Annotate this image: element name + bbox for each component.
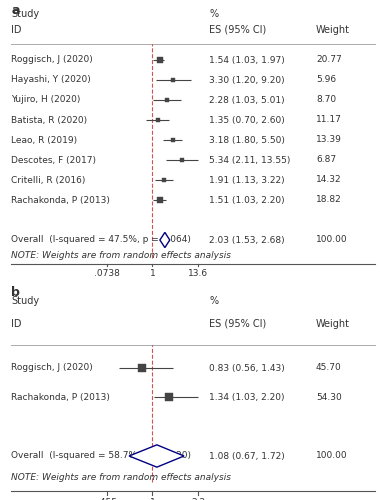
Text: 2.03 (1.53, 2.68): 2.03 (1.53, 2.68): [209, 236, 285, 244]
Text: Weight: Weight: [316, 25, 350, 35]
Text: 1.54 (1.03, 1.97): 1.54 (1.03, 1.97): [209, 56, 285, 64]
Text: Leao, R (2019): Leao, R (2019): [11, 136, 77, 144]
Polygon shape: [129, 445, 184, 467]
Text: 1.51 (1.03, 2.20): 1.51 (1.03, 2.20): [209, 196, 285, 204]
Text: 5.34 (2.11, 13.55): 5.34 (2.11, 13.55): [209, 156, 291, 164]
Text: Study: Study: [11, 9, 39, 19]
Text: 3.18 (1.80, 5.50): 3.18 (1.80, 5.50): [209, 136, 285, 144]
Text: %: %: [209, 296, 219, 306]
Text: a: a: [11, 4, 19, 17]
Text: 13.6: 13.6: [188, 269, 209, 278]
Text: 100.00: 100.00: [316, 236, 348, 244]
Text: .0738: .0738: [94, 269, 120, 278]
Text: 54.30: 54.30: [316, 393, 342, 402]
Text: ES (95% CI): ES (95% CI): [209, 25, 267, 35]
Text: Overall  (I-squared = 58.7%, p = 0.120): Overall (I-squared = 58.7%, p = 0.120): [11, 452, 191, 460]
Text: ID: ID: [11, 319, 21, 329]
Text: Rachakonda, P (2013): Rachakonda, P (2013): [11, 196, 110, 204]
Text: 6.87: 6.87: [316, 156, 336, 164]
Text: Study: Study: [11, 296, 39, 306]
Text: 1: 1: [149, 269, 155, 278]
Text: 8.70: 8.70: [316, 96, 336, 104]
Text: Descotes, F (2017): Descotes, F (2017): [11, 156, 96, 164]
Text: 5.96: 5.96: [316, 76, 336, 84]
Text: %: %: [209, 9, 219, 19]
Text: b: b: [11, 286, 20, 299]
Text: NOTE: Weights are from random effects analysis: NOTE: Weights are from random effects an…: [11, 250, 231, 260]
Text: 0.83 (0.56, 1.43): 0.83 (0.56, 1.43): [209, 364, 285, 372]
Text: 20.77: 20.77: [316, 56, 342, 64]
Text: 3.30 (1.20, 9.20): 3.30 (1.20, 9.20): [209, 76, 285, 84]
Text: 1: 1: [149, 498, 155, 500]
Text: 1.08 (0.67, 1.72): 1.08 (0.67, 1.72): [209, 452, 285, 460]
Text: Critelli, R (2016): Critelli, R (2016): [11, 176, 86, 184]
Text: 1.91 (1.13, 3.22): 1.91 (1.13, 3.22): [209, 176, 285, 184]
Text: ES (95% CI): ES (95% CI): [209, 319, 267, 329]
Text: Batista, R (2020): Batista, R (2020): [11, 116, 87, 124]
Text: Hayashi, Y (2020): Hayashi, Y (2020): [11, 76, 91, 84]
Text: 18.82: 18.82: [316, 196, 342, 204]
Text: Roggisch, J (2020): Roggisch, J (2020): [11, 56, 93, 64]
Text: 1.35 (0.70, 2.60): 1.35 (0.70, 2.60): [209, 116, 285, 124]
Text: Rachakonda, P (2013): Rachakonda, P (2013): [11, 393, 110, 402]
Text: Yujiro, H (2020): Yujiro, H (2020): [11, 96, 80, 104]
Text: 13.39: 13.39: [316, 136, 342, 144]
Text: 100.00: 100.00: [316, 452, 348, 460]
Text: 45.70: 45.70: [316, 364, 342, 372]
Text: Weight: Weight: [316, 319, 350, 329]
Text: .455: .455: [97, 498, 117, 500]
Text: 2.28 (1.03, 5.01): 2.28 (1.03, 5.01): [209, 96, 285, 104]
Text: 14.32: 14.32: [316, 176, 342, 184]
Text: NOTE: Weights are from random effects analysis: NOTE: Weights are from random effects an…: [11, 474, 231, 482]
Text: 11.17: 11.17: [316, 116, 342, 124]
Text: 1.34 (1.03, 2.20): 1.34 (1.03, 2.20): [209, 393, 285, 402]
Text: Overall  (I-squared = 47.5%, p = 0.064): Overall (I-squared = 47.5%, p = 0.064): [11, 236, 191, 244]
Text: Roggisch, J (2020): Roggisch, J (2020): [11, 364, 93, 372]
Text: 2.2: 2.2: [191, 498, 206, 500]
Polygon shape: [160, 232, 170, 248]
Text: ID: ID: [11, 25, 21, 35]
